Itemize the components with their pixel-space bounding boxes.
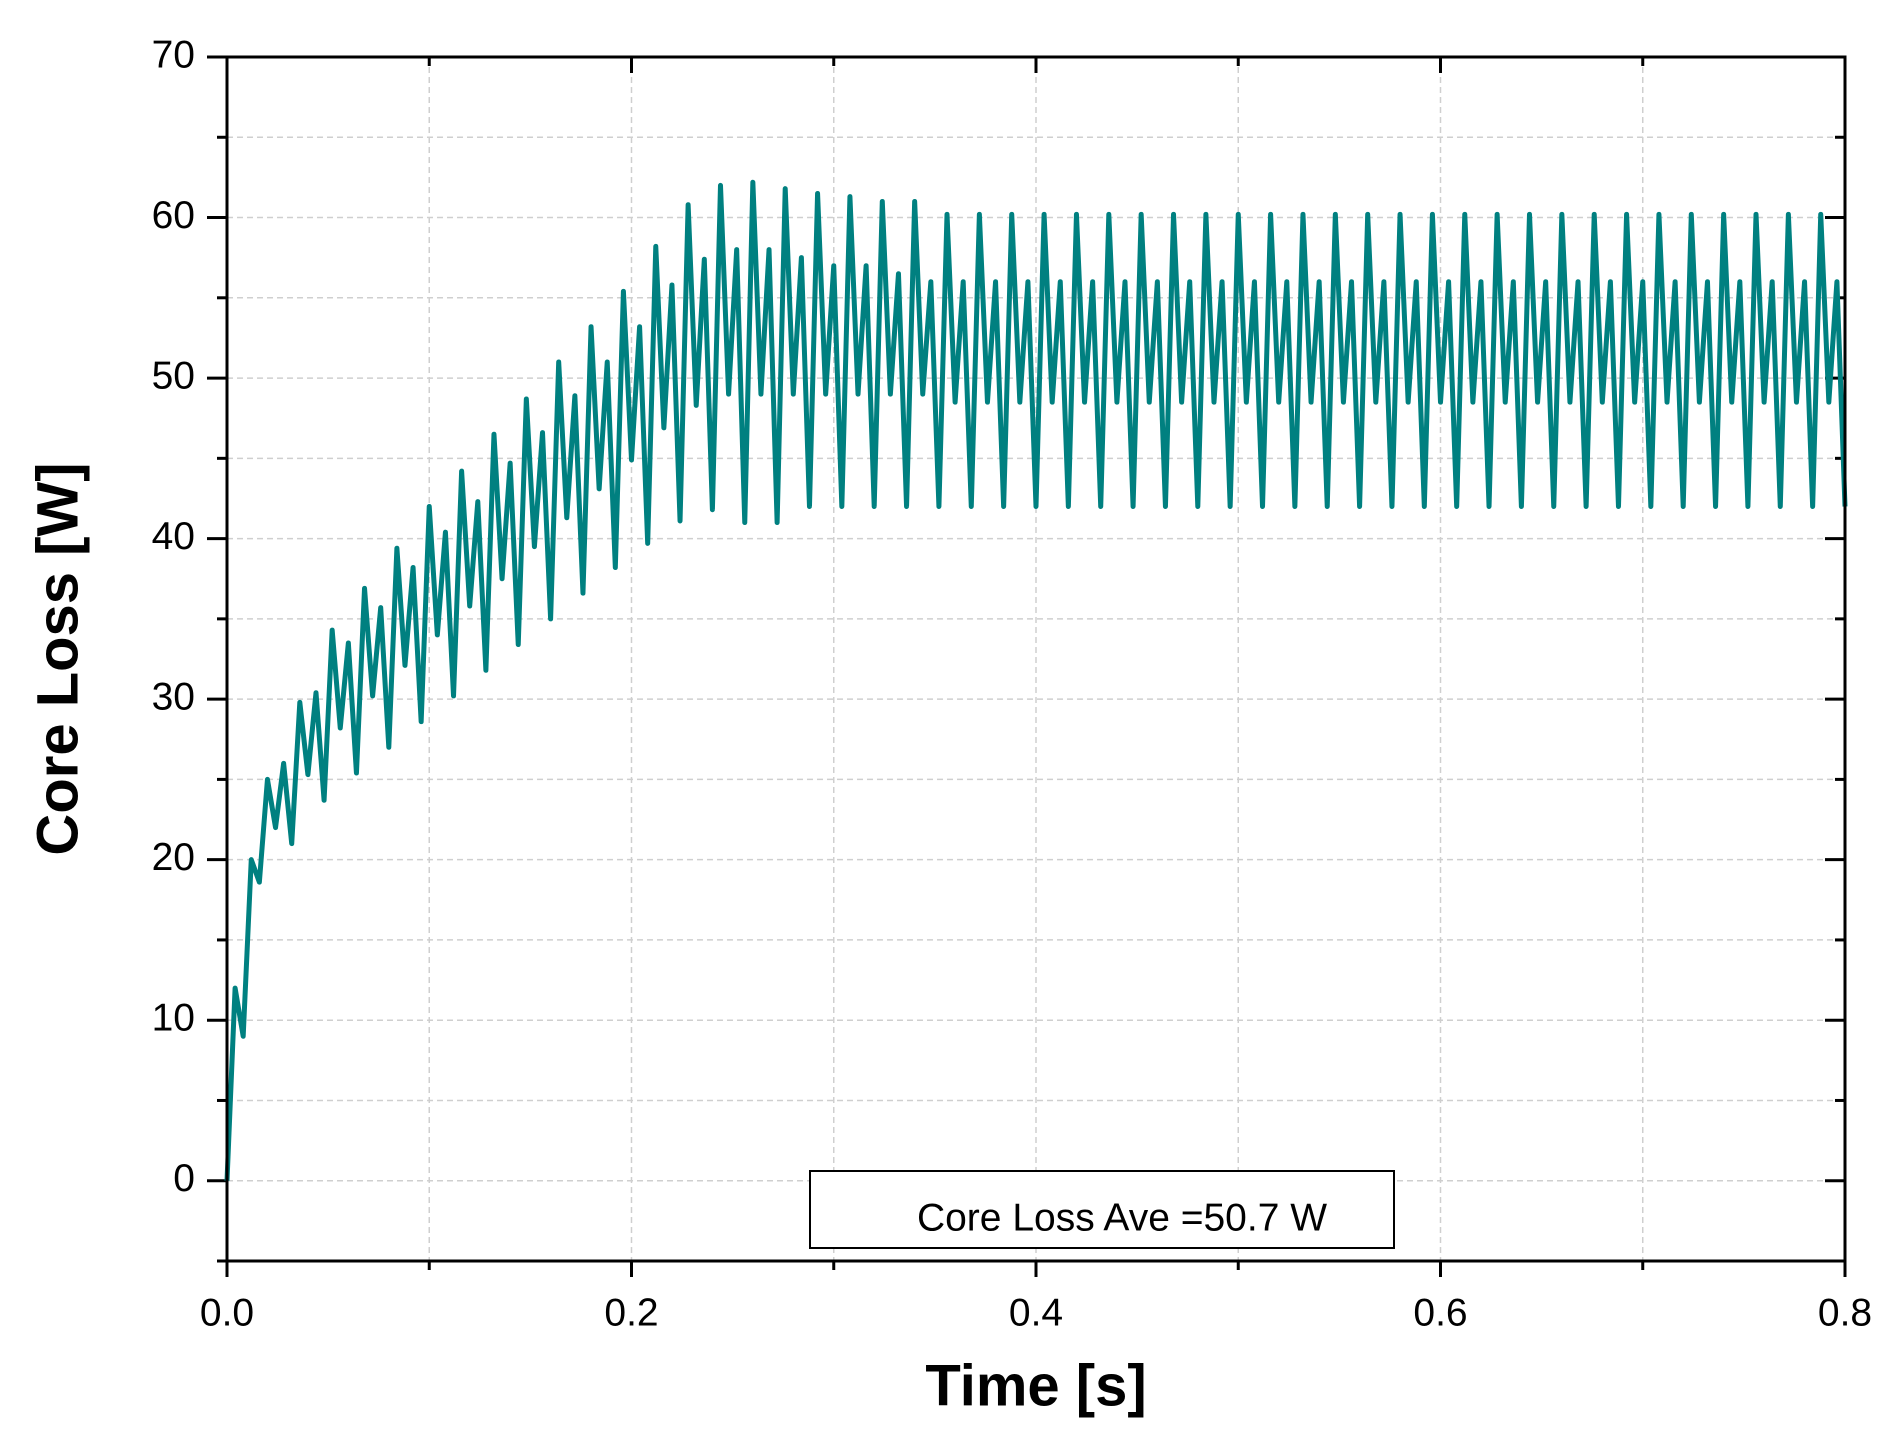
x-tick-label: 0.0 bbox=[200, 1291, 254, 1334]
x-axis-label: Time [s] bbox=[925, 1353, 1146, 1418]
y-tick-label: 30 bbox=[152, 675, 195, 718]
x-tick-label: 0.8 bbox=[1818, 1291, 1872, 1334]
y-tick-label: 50 bbox=[152, 354, 195, 397]
y-tick-label: 70 bbox=[152, 33, 195, 76]
y-tick-label: 10 bbox=[152, 996, 195, 1039]
plot-frame bbox=[225, 55, 1847, 1263]
x-tick-label: 0.4 bbox=[1009, 1291, 1063, 1334]
annotation: Core Loss Ave =50.7 W bbox=[917, 1196, 1327, 1239]
data-line bbox=[224, 179, 1848, 1181]
y-tick-label: 40 bbox=[152, 515, 195, 558]
x-tick-label: 0.2 bbox=[604, 1291, 658, 1334]
y-tick-label: 60 bbox=[152, 194, 195, 237]
y-axis-label: Core Loss [W] bbox=[25, 462, 90, 855]
x-tick-label: 0.6 bbox=[1413, 1291, 1467, 1334]
annotation-box bbox=[809, 1170, 1395, 1249]
y-tick-label: 20 bbox=[152, 836, 195, 879]
y-tick-label: 0 bbox=[173, 1157, 195, 1200]
